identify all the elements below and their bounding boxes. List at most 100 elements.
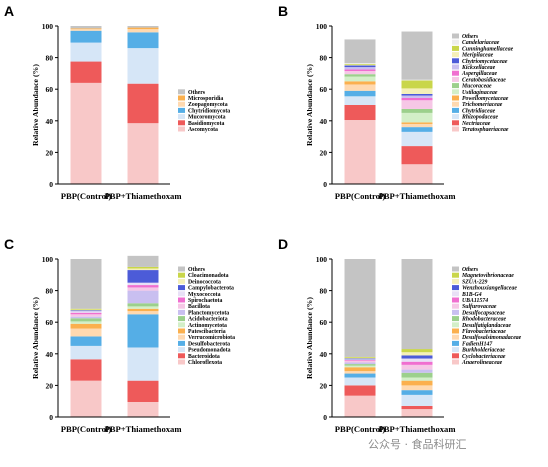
- bar-segment: [401, 97, 433, 101]
- y-tick-label: 0: [49, 413, 53, 422]
- legend-swatch: [452, 45, 459, 51]
- bar-segment: [70, 318, 102, 322]
- bar-segment: [344, 63, 376, 65]
- legend-label: Chloroflexota: [188, 360, 222, 366]
- y-tick-label: 0: [49, 180, 53, 189]
- legend-label: Deinococcota: [188, 279, 221, 285]
- legend-label: Meripilaceae: [461, 53, 494, 59]
- legend-swatch: [452, 120, 459, 126]
- legend-swatch: [452, 101, 459, 107]
- legend-label: Basidiomycota: [188, 121, 224, 127]
- legend-label: Desulfocapsaceae: [461, 310, 505, 316]
- legend-swatch: [452, 272, 459, 278]
- x-tick-label: PBP(Control): [61, 424, 112, 434]
- legend-label: Ceratobasidiaceae: [462, 77, 506, 83]
- y-tick-label: 20: [46, 148, 54, 157]
- bar-segment: [344, 373, 376, 378]
- bar-segment: [401, 122, 433, 124]
- bar-segment: [401, 358, 433, 362]
- legend-label: Pseudomonadota: [188, 348, 231, 354]
- bar-segment: [344, 360, 376, 363]
- legend-swatch: [452, 266, 459, 272]
- bar-segment: [401, 352, 433, 356]
- legend-swatch: [178, 359, 185, 365]
- bar-segment: [127, 287, 159, 291]
- legend-swatch: [178, 334, 185, 340]
- bar-segment: [344, 71, 376, 75]
- y-tick-label: 80: [46, 287, 54, 296]
- bar-segment: [127, 266, 159, 269]
- bar-segment: [344, 96, 376, 105]
- legend-label: Ascomycota: [188, 127, 218, 133]
- bar-segment: [127, 27, 159, 30]
- legend-swatch: [452, 114, 459, 120]
- legend-swatch: [452, 70, 459, 76]
- bar-segment: [401, 108, 433, 113]
- y-tick-label: 60: [46, 85, 54, 94]
- legend-swatch: [178, 328, 185, 334]
- legend-swatch: [452, 359, 459, 365]
- bar-segment: [344, 367, 376, 372]
- legend-label: Cloacimonadota: [188, 273, 229, 279]
- legend-swatch: [178, 272, 185, 278]
- legend-label: Spirochaetota: [188, 298, 222, 304]
- legend-label: UBA11574: [462, 298, 488, 304]
- bar-segment: [70, 42, 102, 62]
- bar-segment: [70, 380, 102, 417]
- bar-segment: [344, 74, 376, 77]
- y-tick-label: 100: [42, 22, 54, 31]
- legend-label: Chytridiaceae: [462, 108, 496, 114]
- bar-segment: [344, 65, 376, 68]
- legend-label: Trichomeriaceae: [462, 102, 503, 108]
- y-tick-label: 0: [323, 413, 327, 422]
- legend-swatch: [452, 107, 459, 113]
- bar-segment: [344, 39, 376, 64]
- legend-label: Chytridiomycota: [188, 108, 230, 114]
- panel-letter: D: [278, 236, 288, 252]
- legend-swatch: [452, 328, 459, 334]
- bar-segment: [127, 29, 159, 33]
- bar-segment: [401, 131, 433, 147]
- legend-swatch: [452, 52, 459, 58]
- legend-swatch: [178, 347, 185, 353]
- legend-label: Rhizopodaceae: [461, 115, 498, 121]
- bar-segment: [401, 349, 433, 353]
- bar-segment: [401, 364, 433, 370]
- legend-label: Actinomycetota: [188, 323, 227, 329]
- x-tick-label: PBP+Thiamethoxam: [105, 424, 183, 434]
- bar-segment: [344, 377, 376, 386]
- legend-swatch: [452, 340, 459, 346]
- y-tick-label: 80: [320, 287, 328, 296]
- legend-label: Desulfatiglandaceae: [461, 323, 511, 329]
- legend-swatch: [178, 285, 185, 291]
- panel-letter: B: [278, 3, 288, 19]
- legend-label: Cunninghamellaceae: [462, 46, 514, 52]
- legend-swatch: [452, 64, 459, 70]
- bar-segment: [344, 105, 376, 121]
- legend-swatch: [178, 316, 185, 322]
- y-tick-label: 100: [42, 255, 54, 264]
- legend-swatch: [178, 322, 185, 328]
- bar-segment: [70, 359, 102, 381]
- bar-segment: [401, 88, 433, 94]
- bar-segment: [344, 356, 376, 358]
- bar-segment: [127, 285, 159, 288]
- legend-swatch: [452, 58, 459, 64]
- legend-label: Microsporidia: [188, 96, 223, 102]
- bar-segment: [127, 26, 159, 28]
- legend-label: Kickxellaceae: [461, 65, 496, 71]
- bar-segment: [401, 112, 433, 123]
- bar-segment: [70, 310, 102, 312]
- bar-segment: [127, 308, 159, 312]
- legend-swatch: [178, 303, 185, 309]
- y-tick-label: 40: [320, 350, 328, 359]
- legend-label: Zoopagomycota: [188, 102, 228, 108]
- bar-segment: [127, 311, 159, 315]
- bar-segment: [401, 355, 433, 359]
- legend-label: Cyclobacteriaceae: [462, 354, 506, 360]
- bar-segment: [344, 63, 376, 64]
- legend-label: Acidobacteriota: [188, 317, 228, 323]
- bar-segment: [344, 364, 376, 366]
- bar-segment: [70, 314, 102, 317]
